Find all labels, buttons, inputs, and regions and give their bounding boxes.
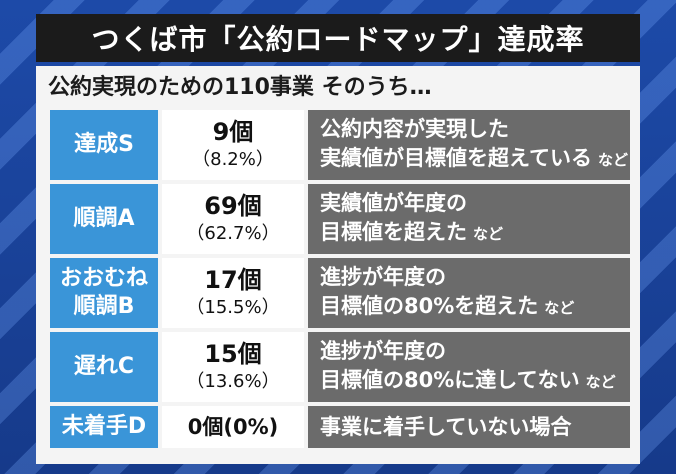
desc-line-1: 公約内容が実現した bbox=[320, 117, 509, 141]
count-cell: 17個 （15.5%） bbox=[162, 258, 304, 328]
table-row-d: 未着手D 0個(0%) 事業に着手していない場合 bbox=[50, 406, 630, 448]
grade-cell: 達成S bbox=[50, 110, 158, 180]
count-value: 15個 bbox=[204, 340, 262, 368]
desc-line-1: 進捗が年度の bbox=[320, 339, 446, 363]
subtitle: 公約実現のための110事業 そのうち… bbox=[48, 75, 432, 100]
description-cell: 公約内容が実現した 実績値が目標値を超えている など bbox=[308, 110, 630, 180]
count-value: 17個 bbox=[204, 266, 262, 294]
desc-line-2: 実績値が目標値を超えている bbox=[320, 146, 592, 170]
table-row-s: 達成S 9個 （8.2%） 公約内容が実現した 実績値が目標値を超えている など bbox=[50, 110, 630, 180]
count-value: 9個 bbox=[212, 118, 254, 146]
desc-line-2: 目標値を超えた bbox=[320, 220, 467, 244]
description-cell: 進捗が年度の 目標値の80%を超えた など bbox=[308, 258, 630, 328]
desc-suffix: など bbox=[597, 151, 628, 169]
count-cell: 15個 （13.6%） bbox=[162, 332, 304, 402]
desc-suffix: など bbox=[544, 299, 575, 317]
count-cell: 9個 （8.2%） bbox=[162, 110, 304, 180]
description-cell: 実績値が年度の 目標値を超えた など bbox=[308, 184, 630, 254]
page-title: つくば市「公約ロードマップ」達成率 bbox=[36, 14, 640, 62]
count-percent: （62.7%） bbox=[186, 223, 280, 244]
description-cell: 進捗が年度の 目標値の80%に達してない など bbox=[308, 332, 630, 402]
grade-label-line-2: 順調B bbox=[73, 294, 135, 319]
desc-suffix: など bbox=[585, 373, 616, 391]
count-cell: 69個 （62.7%） bbox=[162, 184, 304, 254]
grade-cell: 順調A bbox=[50, 184, 158, 254]
table-row-b: おおむね 順調B 17個 （15.5%） 進捗が年度の 目標値の80%を超えたな… bbox=[50, 258, 630, 328]
grade-cell: 遅れC bbox=[50, 332, 158, 402]
grade-label: 達成S bbox=[74, 132, 134, 157]
desc-suffix: など bbox=[473, 225, 504, 243]
desc-line-1: 実績値が年度の bbox=[320, 191, 467, 215]
desc-line-2: 目標値の80%を超えた bbox=[320, 294, 539, 318]
title-text: つくば市「公約ロードマップ」達成率 bbox=[91, 23, 585, 56]
grade-cell: おおむね 順調B bbox=[50, 258, 158, 328]
desc-line-1: 事業に着手していない場合 bbox=[320, 414, 572, 439]
count-percent: （13.6%） bbox=[186, 371, 280, 392]
table-row-c: 遅れC 15個 （13.6%） 進捗が年度の 目標値の80%に達してない など bbox=[50, 332, 630, 402]
description-cell: 事業に着手していない場合 bbox=[308, 406, 630, 448]
grade-cell: 未着手D bbox=[50, 406, 158, 448]
count-value: 69個 bbox=[204, 192, 262, 220]
grade-label: 未着手D bbox=[61, 414, 147, 439]
grade-label-line-1: おおむね bbox=[59, 266, 148, 291]
table-row-a: 順調A 69個 （62.7%） 実績値が年度の 目標値を超えた など bbox=[50, 184, 630, 254]
results-table: 達成S 9個 （8.2%） 公約内容が実現した 実績値が目標値を超えている など … bbox=[50, 110, 630, 452]
desc-line-1: 進捗が年度の bbox=[320, 265, 446, 289]
desc-line-2: 目標値の80%に達してない bbox=[320, 368, 580, 392]
grade-label: 順調A bbox=[73, 206, 135, 231]
count-cell: 0個(0%) bbox=[162, 406, 304, 448]
count-percent: （15.5%） bbox=[186, 297, 280, 318]
grade-label: 遅れC bbox=[73, 354, 135, 379]
count-percent: （8.2%） bbox=[192, 149, 274, 170]
count-value-inline: 0個(0%) bbox=[187, 415, 279, 439]
